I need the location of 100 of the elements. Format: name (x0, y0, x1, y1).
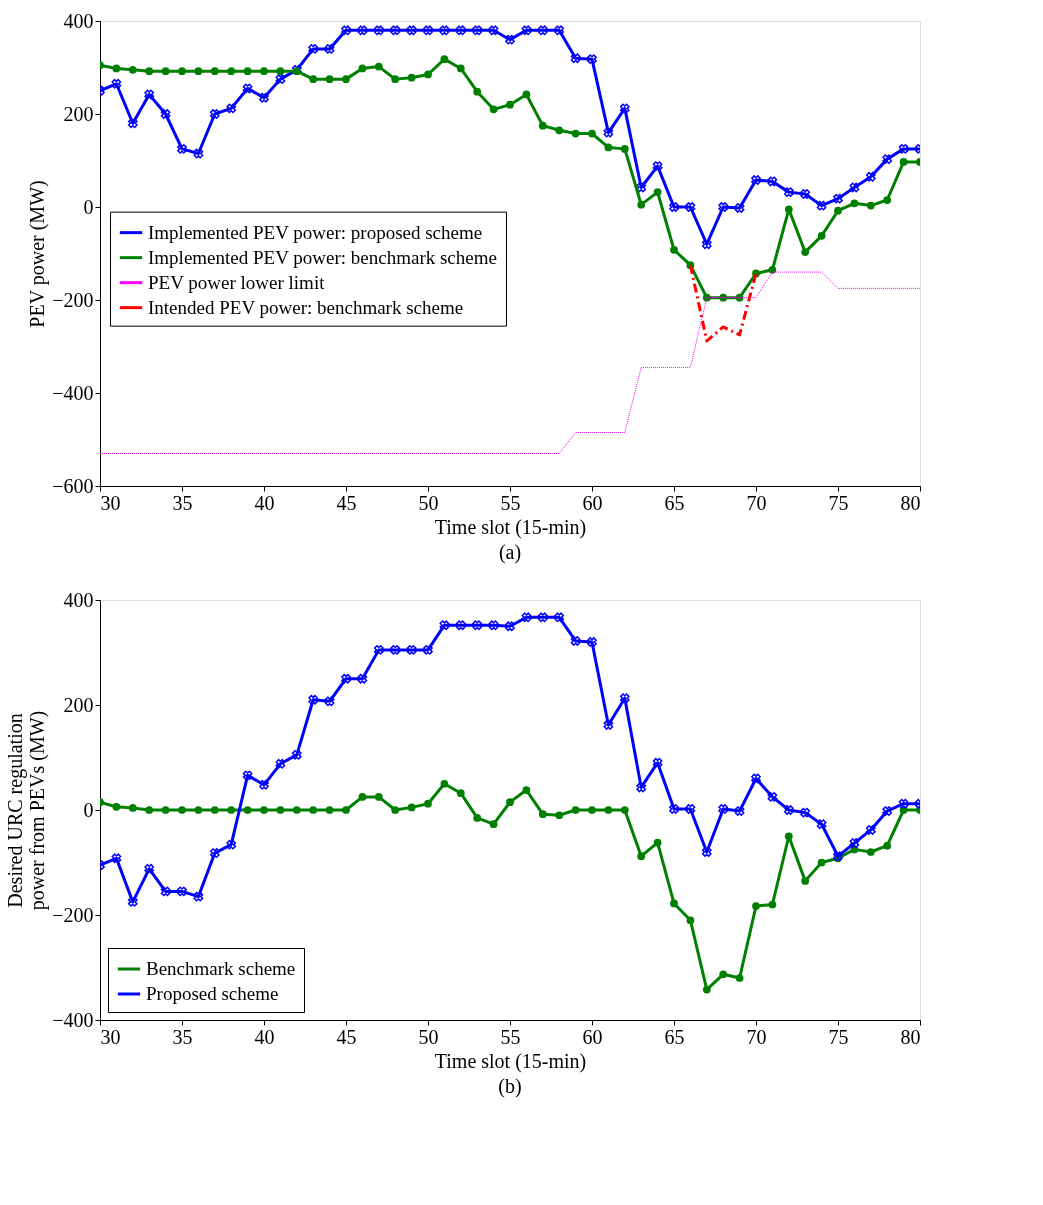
point (620, 806, 629, 814)
point (521, 612, 532, 623)
legend-label: Implemented PEV power: proposed scheme (148, 221, 483, 243)
point (571, 806, 580, 814)
x-tick-label: 30 (100, 491, 121, 514)
point (276, 67, 285, 76)
point (833, 193, 843, 204)
point (439, 25, 450, 36)
point (488, 620, 499, 631)
legend-label: PEV power lower limit (148, 271, 326, 293)
point (849, 838, 860, 848)
point (685, 804, 696, 814)
point (406, 644, 417, 655)
y-tick-label: −400 (52, 381, 94, 404)
point (243, 806, 252, 814)
x-tick-label: 80 (900, 491, 921, 514)
point (866, 848, 875, 856)
point (390, 25, 401, 36)
point (555, 126, 564, 135)
point (374, 793, 383, 801)
point (178, 806, 186, 814)
point (127, 896, 138, 907)
point (260, 806, 268, 814)
point (521, 25, 532, 36)
point (506, 100, 514, 109)
point (751, 773, 761, 784)
point (801, 877, 810, 885)
point (391, 75, 400, 83)
point (440, 55, 449, 63)
x-axis-title: Time slot (15-min) (434, 1049, 587, 1073)
point (588, 129, 596, 138)
point (111, 853, 122, 864)
point (783, 187, 794, 198)
x-tick-label: 60 (582, 491, 603, 514)
point (537, 25, 548, 36)
y-tick-label: −200 (52, 288, 94, 311)
point (882, 154, 893, 164)
y-tick-label: 200 (63, 693, 94, 716)
point (767, 791, 778, 802)
point (472, 25, 483, 36)
point (603, 127, 614, 138)
point (701, 239, 712, 250)
x-tick-label: 65 (664, 1025, 685, 1048)
point (670, 245, 678, 254)
point (883, 196, 892, 204)
point (653, 838, 662, 847)
point (686, 916, 695, 925)
point (342, 806, 350, 814)
point (161, 806, 170, 814)
point (324, 696, 335, 707)
point (324, 44, 335, 54)
point (817, 231, 826, 240)
x-tick-label: 70 (746, 491, 767, 514)
point (817, 858, 826, 867)
point (357, 25, 368, 36)
point (653, 188, 662, 196)
point (489, 105, 498, 114)
point (718, 804, 729, 814)
point (112, 64, 121, 73)
point (636, 182, 647, 193)
point (752, 902, 760, 910)
point (242, 770, 253, 781)
point (209, 109, 220, 119)
point (325, 75, 334, 83)
x-tick-label: 75 (828, 1025, 849, 1048)
text: (a) (498, 541, 522, 564)
point (341, 25, 351, 36)
point (193, 148, 204, 159)
point (259, 779, 269, 790)
point (555, 811, 564, 820)
point (456, 64, 465, 73)
point (308, 694, 319, 705)
x-tick-label: 60 (582, 1025, 603, 1048)
point (652, 757, 663, 768)
y-tick-label: −200 (52, 903, 94, 926)
point (865, 171, 876, 182)
point (538, 121, 547, 130)
point (210, 67, 219, 76)
point (193, 891, 204, 902)
point (570, 636, 581, 646)
legend-label: Proposed scheme (146, 983, 279, 1004)
point (603, 720, 614, 730)
point (309, 75, 318, 83)
point (260, 67, 268, 76)
x-tick-label: 70 (746, 1025, 767, 1048)
point (177, 886, 187, 897)
point (506, 798, 514, 806)
point (619, 103, 630, 114)
point (275, 758, 286, 769)
point (161, 67, 170, 76)
point (604, 143, 613, 152)
point (358, 793, 367, 801)
point (145, 806, 154, 814)
y-tick-label: −400 (52, 1008, 94, 1031)
x-tick-label: 40 (254, 491, 275, 514)
point (456, 789, 465, 798)
point (636, 782, 647, 793)
point (358, 64, 367, 73)
point (899, 158, 908, 166)
point (800, 807, 811, 818)
